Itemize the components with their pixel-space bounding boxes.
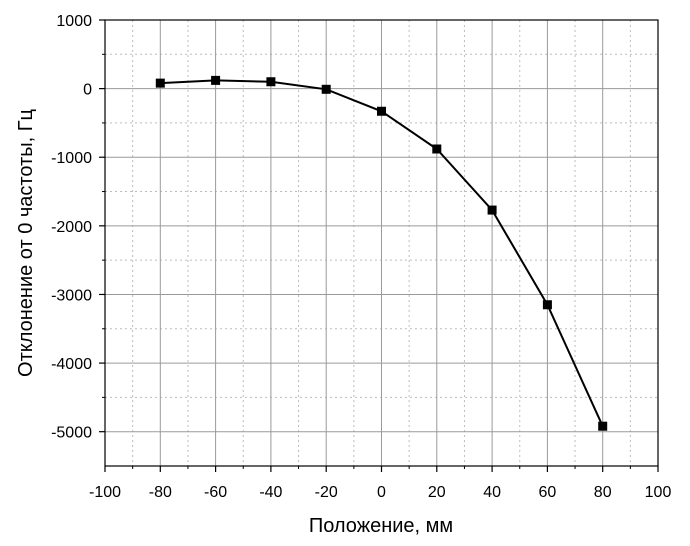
x-tick-label: 80 (594, 484, 612, 501)
x-tick-label: 40 (483, 484, 501, 501)
data-point-marker (432, 144, 442, 154)
x-tick-label: 20 (428, 484, 446, 501)
x-tick-label: -80 (149, 484, 172, 501)
x-tick-label: 60 (539, 484, 557, 501)
x-tick-label: -20 (315, 484, 338, 501)
y-tick-label: -1000 (51, 150, 92, 167)
data-point-marker (487, 205, 497, 215)
x-tick-label: -100 (89, 484, 121, 501)
y-tick-label: 0 (83, 82, 92, 99)
x-tick-label: 0 (377, 484, 386, 501)
y-tick-label: -5000 (51, 425, 92, 442)
data-point-marker (266, 77, 276, 87)
series-markers (155, 75, 608, 431)
x-tick-label: -60 (204, 484, 227, 501)
y-tick-label: -4000 (51, 356, 92, 373)
x-axis-title: Положение, мм (309, 515, 453, 537)
x-tick-label: 100 (645, 484, 672, 501)
grid (105, 20, 658, 466)
data-point-marker (598, 421, 608, 431)
data-point-marker (542, 300, 552, 310)
data-point-marker (211, 75, 221, 85)
data-point-marker (377, 106, 386, 116)
y-tick-label: -3000 (51, 287, 92, 304)
y-tick-label: 1000 (56, 13, 92, 30)
data-point-marker (155, 78, 165, 88)
x-tick-label: -40 (259, 484, 282, 501)
axis-ticks (99, 19, 659, 472)
y-axis-tick-labels: 1000 0 -1000 -2000 -3000 -4000 -5000 (51, 13, 92, 442)
y-tick-label: -2000 (51, 219, 92, 236)
data-point-marker (321, 84, 331, 94)
y-axis-title: Отклонение от 0 частоты, Гц (15, 109, 37, 377)
x-axis-tick-labels: -100 -80 -60 -40 -20 0 20 40 60 80 100 (89, 484, 671, 501)
